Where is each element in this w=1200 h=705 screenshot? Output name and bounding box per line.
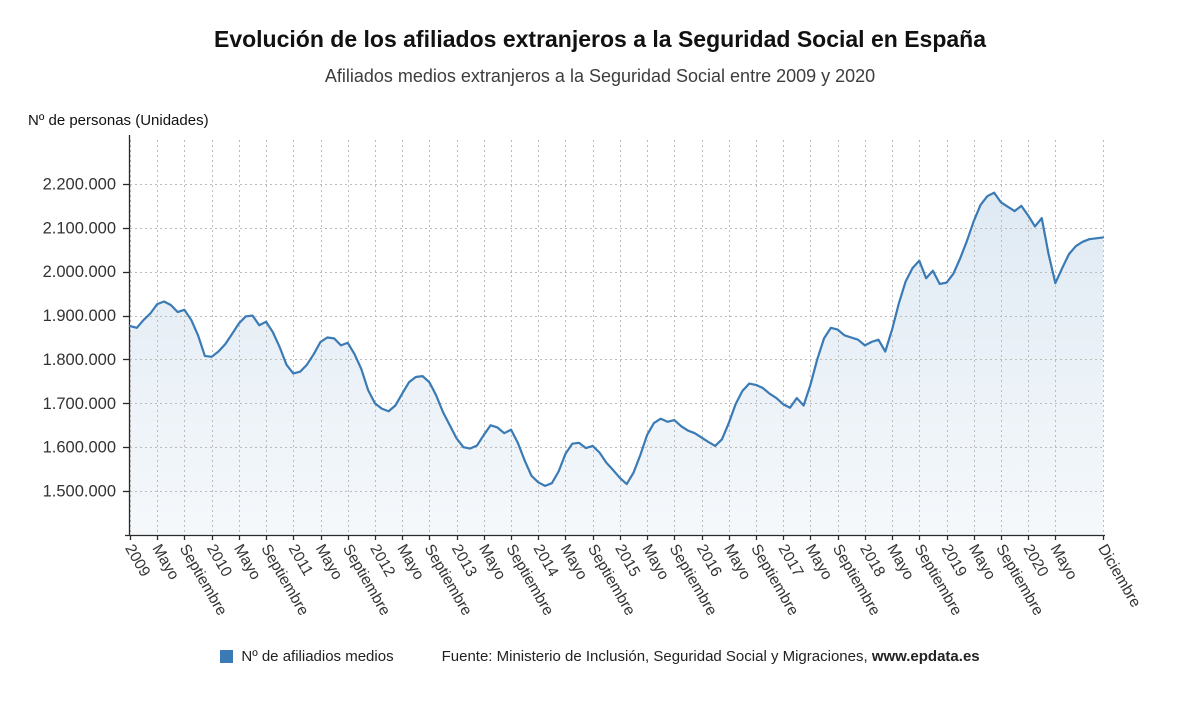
x-tick-label: Mayo: [149, 542, 183, 583]
x-tick-label: Mayo: [802, 542, 836, 583]
series-line: [128, 191, 1105, 487]
x-tick-label: Diciembre: [1094, 542, 1144, 611]
source-text: Fuente: Ministerio de Inclusión, Segurid…: [442, 648, 980, 665]
source-site: www.epdata.es: [871, 648, 980, 665]
x-tick-label: Mayo: [394, 542, 428, 583]
chart-footer: Nº de afiliadios medios Fuente: Minister…: [0, 648, 1200, 665]
x-tick-label: Mayo: [965, 542, 999, 583]
chart-subtitle: Afiliados medios extranjeros a la Seguri…: [324, 66, 876, 86]
x-tick-label: 2009: [121, 542, 153, 580]
x-tick-label: Mayo: [883, 542, 917, 583]
x-tick-label: Mayo: [557, 542, 591, 583]
x-tick-labels: 2009MayoSeptiembre2010MayoSeptiembre2011…: [121, 542, 1144, 619]
y-tick-label: 2.100.000: [43, 219, 116, 237]
legend-label: Nº de afiliadios medios: [241, 648, 394, 665]
x-tick-label: Mayo: [1047, 542, 1081, 583]
y-axis-title: Nº de personas (Unidades): [28, 112, 209, 129]
y-tick-label: 1.500.000: [43, 483, 116, 501]
y-tick-labels: 1.500.000 1.600.000 1.700.000 1.800.000 1.90…: [43, 175, 116, 500]
y-tick-label: 1.900.000: [43, 307, 116, 325]
x-tick-label: Mayo: [312, 542, 346, 583]
y-tick-label: 1.600.000: [43, 439, 116, 457]
x-tick-label: Mayo: [475, 542, 509, 583]
x-tick-label: Mayo: [230, 542, 264, 583]
y-tick-label: 2.200.000: [43, 175, 116, 193]
x-tick-label: Mayo: [720, 542, 754, 583]
legend-swatch-icon: [220, 650, 234, 663]
axes: [123, 135, 1105, 540]
y-tick-label: 1.800.000: [43, 351, 116, 369]
x-tick-label: Mayo: [638, 542, 672, 583]
source-prefix: Fuente: Ministerio de Inclusión, Segurid…: [441, 648, 872, 665]
y-tick-label: 1.700.000: [43, 395, 116, 413]
gridlines: [130, 140, 1104, 535]
line-chart: 1.500.000 1.600.000 1.700.000 1.800.000 1.90…: [43, 135, 1144, 619]
legend[interactable]: Nº de afiliadios medios: [220, 648, 394, 665]
chart-title: Evolución de los afiliados extranjeros a…: [213, 26, 987, 52]
series-area: [130, 192, 1103, 535]
y-tick-label: 2.000.000: [43, 263, 116, 281]
